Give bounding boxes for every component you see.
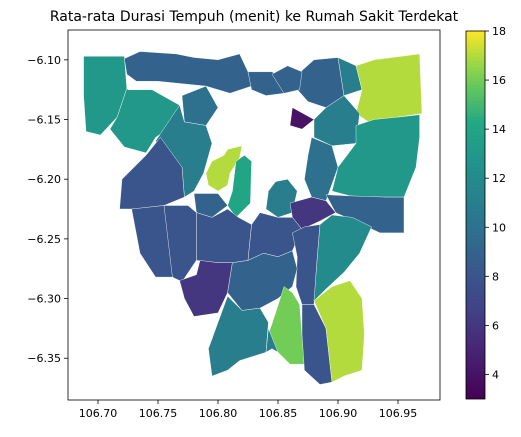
region-11 bbox=[289, 107, 315, 130]
region-34 bbox=[265, 328, 279, 353]
region-17 bbox=[227, 155, 252, 218]
colorbar-tick-label-4: 10 bbox=[492, 221, 506, 234]
y-axis: −6.10 −6.15 −6.20 −6.25 −6.30 −6.35 bbox=[27, 54, 68, 365]
region-27 bbox=[313, 214, 372, 302]
y-tick-label-5: −6.30 bbox=[27, 293, 61, 306]
y-tick-label-4: −6.25 bbox=[27, 233, 61, 246]
region-32 bbox=[301, 304, 333, 385]
colorbar-tick-label-1: 4 bbox=[492, 368, 499, 381]
y-tick-label-6: −6.35 bbox=[27, 352, 61, 365]
region-30 bbox=[208, 295, 269, 377]
region-31 bbox=[268, 286, 305, 365]
x-tick-label-1: 106.70 bbox=[79, 407, 118, 420]
x-tick-label-3: 106.80 bbox=[199, 407, 238, 420]
region-33 bbox=[313, 280, 365, 383]
region-7 bbox=[355, 53, 423, 126]
region-28 bbox=[179, 260, 233, 317]
x-tick-label-4: 106.85 bbox=[259, 407, 298, 420]
region-16 bbox=[205, 145, 243, 192]
colorbar-tick-label-8: 18 bbox=[492, 25, 506, 38]
colorbar-ticks: 4 6 8 10 12 14 16 18 bbox=[485, 25, 506, 381]
region-2 bbox=[124, 51, 252, 94]
x-axis: 106.70 106.75 106.80 106.85 106.90 106.95 bbox=[79, 400, 418, 420]
region-9 bbox=[181, 85, 219, 126]
x-tick-label-6: 106.95 bbox=[379, 407, 418, 420]
colorbar-tick-label-6: 14 bbox=[492, 123, 506, 136]
regions-layer bbox=[83, 51, 423, 385]
y-tick-label-1: −6.10 bbox=[27, 54, 61, 67]
region-22 bbox=[265, 178, 298, 218]
x-tick-label-5: 106.90 bbox=[319, 407, 358, 420]
y-tick-label-3: −6.20 bbox=[27, 173, 61, 186]
colorbar-tick-label-2: 6 bbox=[492, 319, 499, 332]
region-8 bbox=[109, 88, 183, 154]
x-tick-label-2: 106.75 bbox=[139, 407, 178, 420]
colorbar-tick-label-3: 8 bbox=[492, 270, 499, 283]
region-5 bbox=[271, 65, 303, 94]
plot-area-frame bbox=[67, 29, 441, 401]
y-tick-label-2: −6.15 bbox=[27, 114, 61, 127]
colorbar-tick-label-5: 12 bbox=[492, 172, 506, 185]
region-21 bbox=[196, 208, 252, 263]
chart-title: Rata-rata Durasi Tempuh (menit) ke Rumah… bbox=[50, 9, 459, 25]
colorbar bbox=[465, 30, 486, 400]
region-29 bbox=[227, 250, 298, 311]
region-18 bbox=[193, 193, 228, 218]
colorbar-tick-label-7: 16 bbox=[492, 74, 506, 87]
